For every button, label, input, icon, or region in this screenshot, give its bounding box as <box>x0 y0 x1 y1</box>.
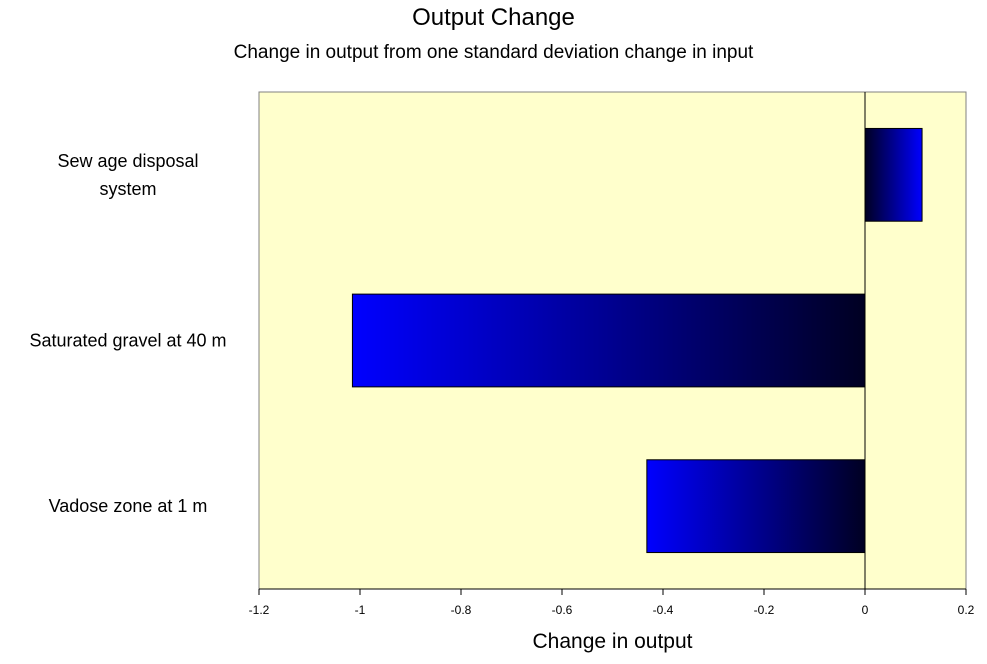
x-tick-label: -0.8 <box>451 603 472 617</box>
x-tick-label: 0.2 <box>958 603 975 617</box>
chart-title: Output Change <box>412 4 575 31</box>
x-tick-label: -1 <box>355 603 366 617</box>
x-tick-label: -0.2 <box>754 603 775 617</box>
y-tick-label: Vadose zone at 1 m <box>49 496 208 516</box>
x-axis-label: Change in output <box>532 630 693 653</box>
bar-2 <box>646 459 866 554</box>
x-tick-label: -0.6 <box>552 603 573 617</box>
y-tick-label: Sew age disposal system <box>57 151 198 199</box>
x-tick-label: -1.2 <box>249 603 270 617</box>
bar-0 <box>864 127 923 222</box>
x-tick-label: -0.4 <box>653 603 674 617</box>
y-tick-label: Saturated gravel at 40 m <box>29 331 226 351</box>
chart-subtitle: Change in output from one standard devia… <box>233 42 754 63</box>
bar-1 <box>351 293 866 388</box>
x-tick-label: 0 <box>862 603 869 617</box>
